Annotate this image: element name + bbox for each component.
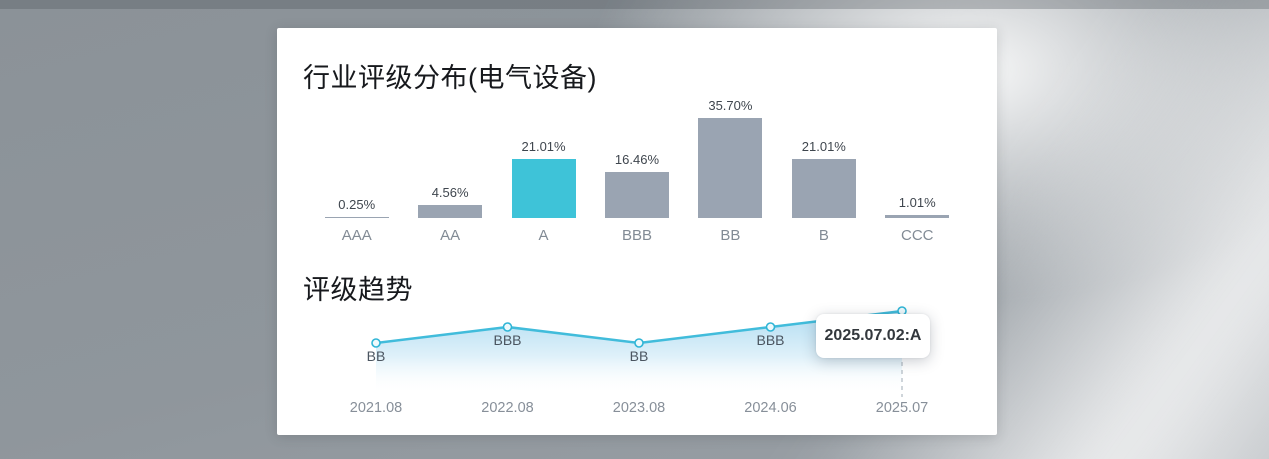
bar-category-label: BBB xyxy=(621,227,652,244)
trend-point-rating-label: BB xyxy=(367,348,386,364)
bar-category-label: CCC xyxy=(900,227,934,244)
bar-B[interactable] xyxy=(791,159,856,218)
trend-x-axis-label: 2022.08 xyxy=(481,400,533,416)
bar-category-label: AAA xyxy=(341,227,372,244)
bar-stack: 4.56% xyxy=(403,96,496,218)
bar-CCC[interactable] xyxy=(885,215,950,218)
bar-stack: 0.25% xyxy=(310,96,403,218)
bar-stack: 16.46% xyxy=(590,96,683,218)
trend-point-2024.06[interactable] xyxy=(765,322,776,332)
trend-x-axis-label: 2024.06 xyxy=(744,400,796,416)
bar-category-label: BB xyxy=(720,227,741,244)
bar-BB[interactable] xyxy=(698,118,763,218)
bar-column-CCC: 1.01% CCC xyxy=(871,96,964,244)
bar-value-label: 21.01% xyxy=(521,139,566,155)
bar-column-A: 21.01% A xyxy=(497,96,590,244)
bar-stack: 1.01% xyxy=(871,96,964,218)
bar-column-BBB: 16.46% BBB xyxy=(590,96,683,244)
rating-trend-chart: BB 2021.08 BBB 2022.08 BB 2023.08 BBB 2024.06 20… xyxy=(300,290,970,435)
bar-A[interactable] xyxy=(511,159,576,218)
trend-x-axis-label: 2021.08 xyxy=(350,400,402,416)
trend-point-2023.08[interactable] xyxy=(634,338,644,348)
trend-chart-title: 评级趋势 xyxy=(303,275,413,305)
trend-point-2022.08[interactable] xyxy=(502,322,513,332)
bar-value-label: 4.56% xyxy=(431,185,469,201)
trend-x-axis-label: 2025.07 xyxy=(876,400,928,416)
bar-value-label: 0.25% xyxy=(338,196,376,212)
bar-chart-title: 行业评级分布(电气设备) xyxy=(303,63,597,93)
bar-column-B: 21.01% B xyxy=(777,96,870,244)
bar-value-label: 16.46% xyxy=(614,151,660,167)
rating-report-card: 行业评级分布(电气设备) 0.25% AAA 4.56% AA 21.01% A 16.46… xyxy=(277,28,997,435)
trend-point-rating-label: BB xyxy=(630,348,649,364)
bar-column-BB: 35.70% BB xyxy=(684,96,777,244)
bar-AAA[interactable] xyxy=(324,216,389,218)
bar-value-label: 21.01% xyxy=(801,139,846,155)
bar-value-label: 35.70% xyxy=(708,98,753,114)
bar-category-label: AA xyxy=(440,227,461,244)
trend-point-rating-label: BBB xyxy=(756,332,784,348)
bar-value-label: 1.01% xyxy=(898,195,936,211)
background-top-strip xyxy=(0,0,1269,9)
trend-point-2021.08[interactable] xyxy=(371,338,381,348)
bar-stack: 21.01% xyxy=(497,96,590,218)
bar-category-label: A xyxy=(538,227,549,244)
trend-tooltip: 2025.07.02:A xyxy=(816,314,930,358)
trend-x-axis-label: 2023.08 xyxy=(613,400,665,416)
bar-stack: 35.70% xyxy=(684,96,777,218)
rating-distribution-bar-chart: 0.25% AAA 4.56% AA 21.01% A 16.46% BBB 35.70% BB 2… xyxy=(310,96,964,244)
bar-AA[interactable] xyxy=(418,205,483,218)
trend-point-rating-label: BBB xyxy=(493,332,521,348)
bar-BBB[interactable] xyxy=(604,171,669,218)
trend-line-svg: BB 2021.08 BBB 2022.08 BB 2023.08 BBB 2024.06 20… xyxy=(350,306,928,416)
bar-stack: 21.01% xyxy=(777,96,870,218)
bar-column-AA: 4.56% AA xyxy=(403,96,496,244)
bar-category-label: B xyxy=(818,227,829,244)
bar-column-AAA: 0.25% AAA xyxy=(310,96,403,244)
trend-tooltip-text: 2025.07.02:A xyxy=(824,327,922,344)
